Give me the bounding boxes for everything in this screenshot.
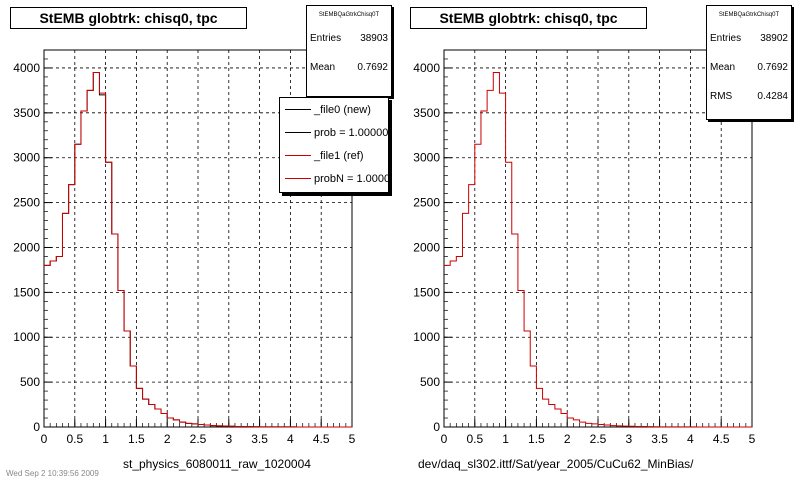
left-plot-title: StEMB globtrk: chisq0, tpc bbox=[10, 7, 247, 29]
right-stats-mean-value: 0.7692 bbox=[757, 62, 788, 73]
left-x-tick-label: 0.5 bbox=[66, 432, 83, 446]
left-x-tick-label: 3.5 bbox=[251, 432, 268, 446]
left-stats-mean: Mean 0.7692 bbox=[307, 53, 391, 82]
left-stats-box: StEMBQaGtrkChisq0T Entries 38903 Mean 0.… bbox=[306, 5, 392, 97]
left-stats-title: StEMBQaGtrkChisq0T bbox=[318, 12, 380, 18]
legend-entry-ref: _file1 (ref) bbox=[280, 144, 388, 167]
legend-swatch-ref bbox=[285, 155, 311, 156]
right-stats-box: StEMBQaGtrkChisq0T Entries 38902 Mean 0.… bbox=[706, 5, 792, 120]
left-stats-entries: Entries 38903 bbox=[307, 24, 391, 53]
left-stats-entries-label: Entries bbox=[310, 33, 342, 44]
left-y-tick-label: 2000 bbox=[13, 240, 40, 254]
right-stats-rms: RMS 0.4284 bbox=[707, 82, 791, 111]
right-y-tick-label: 1500 bbox=[413, 285, 440, 299]
left-x-tick-label: 1 bbox=[102, 432, 109, 446]
right-x-tick-label: 3.5 bbox=[651, 432, 668, 446]
left-stats-mean-label: Mean bbox=[310, 62, 336, 73]
right-stats-rms-label: RMS bbox=[710, 91, 733, 102]
legend-swatch-new bbox=[285, 109, 311, 110]
right-x-tick-label: 1.5 bbox=[528, 432, 545, 446]
left-stats-mean-value: 0.7692 bbox=[357, 62, 388, 73]
legend-swatch-probn bbox=[285, 178, 311, 179]
left-stats-entries-value: 38903 bbox=[360, 33, 388, 44]
legend-swatch-prob bbox=[285, 132, 311, 133]
right-y-tick-label: 2500 bbox=[413, 196, 440, 210]
right-stats-entries: Entries 38902 bbox=[707, 24, 791, 53]
legend-entry-new: _file0 (new) bbox=[280, 98, 388, 121]
right-y-tick-label: 1000 bbox=[413, 330, 440, 344]
right-stats-rms-value: 0.4284 bbox=[757, 91, 788, 102]
right-plot-title: StEMB globtrk: chisq0, tpc bbox=[410, 7, 647, 29]
right-y-tick-label: 500 bbox=[420, 375, 440, 389]
right-stats-mean-label: Mean bbox=[710, 62, 736, 73]
legend-label-prob: prob = 1.000000 bbox=[314, 126, 389, 139]
legend-label-new: _file0 (new) bbox=[314, 103, 371, 116]
left-histogram-ref bbox=[44, 71, 352, 428]
left-y-tick-label: 1000 bbox=[13, 330, 40, 344]
left-x-tick-label: 2 bbox=[164, 432, 171, 446]
left-x-tick-label: 2.5 bbox=[190, 432, 207, 446]
right-plot-title-text: StEMB globtrk: chisq0, tpc bbox=[439, 10, 618, 26]
right-x-axis-label: dev/daq_sl302.ittf/Sat/year_2005/CuCu62_… bbox=[418, 457, 694, 471]
right-histogram-ref bbox=[444, 71, 752, 428]
right-stats-title: StEMBQaGtrkChisq0T bbox=[718, 12, 780, 18]
left-y-tick-label: 4000 bbox=[13, 61, 40, 75]
right-x-tick-label: 4.5 bbox=[713, 432, 730, 446]
right-stats-entries-value: 38902 bbox=[760, 33, 788, 44]
left-y-tick-label: 500 bbox=[20, 375, 40, 389]
legend-entry-probn: probN = 1.000000 bbox=[280, 167, 388, 190]
left-x-tick-label: 0 bbox=[41, 432, 48, 446]
left-x-axis-label: st_physics_6080011_raw_1020004 bbox=[123, 457, 311, 471]
right-y-tick-label: 3500 bbox=[413, 106, 440, 120]
legend-entry-prob: prob = 1.000000 bbox=[280, 121, 388, 144]
left-x-tick-label: 4 bbox=[287, 432, 294, 446]
right-y-tick-label: 4000 bbox=[413, 61, 440, 75]
right-x-tick-label: 4 bbox=[687, 432, 694, 446]
right-x-tick-label: 3 bbox=[625, 432, 632, 446]
left-x-tick-label: 1.5 bbox=[128, 432, 145, 446]
right-y-tick-label: 0 bbox=[433, 420, 440, 434]
right-y-tick-label: 3000 bbox=[413, 151, 440, 165]
legend-label-ref: _file1 (ref) bbox=[314, 149, 364, 162]
right-y-tick-label: 2000 bbox=[413, 240, 440, 254]
left-x-tick-label: 3 bbox=[225, 432, 232, 446]
right-plot-panel: 0 0.5 1 1.5 2 2.5 3 3.5 4 4.5 5 0 500 1000 1500 2000 250… bbox=[413, 49, 756, 446]
right-x-tick-label: 1 bbox=[502, 432, 509, 446]
left-x-tick-label: 5 bbox=[349, 432, 356, 446]
right-x-tick-label: 5 bbox=[749, 432, 756, 446]
left-y-tick-label: 3500 bbox=[13, 106, 40, 120]
left-y-tick-label: 3000 bbox=[13, 151, 40, 165]
legend-box: _file0 (new) prob = 1.000000 _file1 (ref… bbox=[279, 97, 389, 193]
right-stats-entries-label: Entries bbox=[710, 33, 742, 44]
left-y-tick-label: 2500 bbox=[13, 196, 40, 210]
right-stats-mean: Mean 0.7692 bbox=[707, 53, 791, 82]
right-x-tick-label: 0.5 bbox=[466, 432, 483, 446]
left-y-tick-label: 0 bbox=[33, 420, 40, 434]
legend-label-probn: probN = 1.000000 bbox=[314, 172, 389, 185]
right-x-tick-label: 0 bbox=[441, 432, 448, 446]
left-y-tick-label: 1500 bbox=[13, 285, 40, 299]
left-plot-title-text: StEMB globtrk: chisq0, tpc bbox=[39, 10, 218, 26]
right-x-tick-label: 2.5 bbox=[590, 432, 607, 446]
footer-timestamp: Wed Sep 2 10:39:56 2009 bbox=[6, 469, 99, 478]
left-x-tick-label: 4.5 bbox=[313, 432, 330, 446]
right-x-tick-label: 2 bbox=[564, 432, 571, 446]
